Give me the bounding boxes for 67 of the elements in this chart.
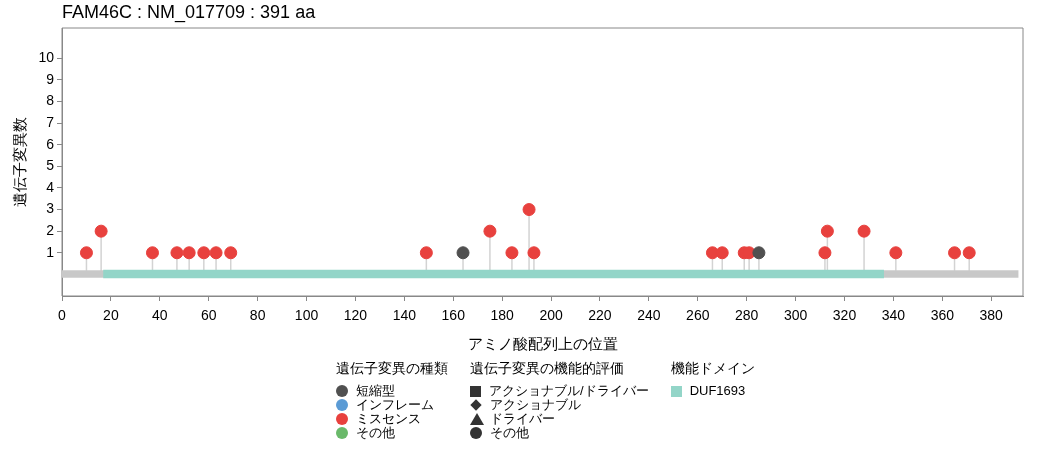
point: [752, 246, 766, 260]
point: [419, 246, 433, 260]
x-tick-label: 320: [832, 307, 857, 324]
point: [715, 246, 729, 260]
point: [483, 224, 497, 238]
point: [948, 246, 962, 260]
x-tick-label: 260: [686, 307, 710, 324]
legend-title: 機能ドメイン: [670, 360, 755, 378]
x-tick-label: 60: [200, 307, 217, 324]
point: [182, 246, 196, 260]
legend-label: ミスセンス: [355, 411, 422, 426]
point: [224, 246, 238, 260]
legend-label: アクショナブル: [489, 397, 582, 412]
x-tick-label: 200: [539, 307, 563, 324]
x-tick-label: 100: [294, 307, 319, 324]
x-tick-label: 120: [343, 307, 368, 324]
point: [79, 246, 93, 260]
x-tick-label: 180: [490, 307, 515, 324]
x-tick-label: 340: [881, 307, 906, 324]
point: [522, 203, 536, 217]
x-tick-label: 380: [979, 307, 1004, 324]
x-tick-label: 280: [735, 307, 759, 324]
point: [94, 224, 108, 238]
y-axis-title: 遺伝子変異数: [11, 117, 29, 207]
point: [170, 246, 184, 260]
y-tick-label: 3: [46, 200, 55, 217]
point: [209, 246, 223, 260]
y-tick-label: 8: [46, 92, 55, 109]
x-tick-label: 220: [588, 307, 612, 324]
legend-label: DUF1693: [688, 383, 747, 398]
y-tick-label: 5: [46, 157, 55, 174]
y-tick-label: 10: [38, 49, 55, 66]
text: 遺伝子変異の種類: [336, 360, 448, 376]
legend-label: インフレーム: [355, 397, 435, 412]
y-tick-label: 9: [46, 70, 55, 87]
point: [962, 246, 976, 260]
x-tick-label: 300: [783, 307, 808, 324]
legend-label: その他: [489, 425, 530, 440]
y-tick-label: 2: [46, 222, 55, 239]
point: [456, 246, 470, 260]
y-tick-label: 7: [46, 113, 55, 130]
legend-label: ドライバー: [489, 411, 556, 426]
legend-label: アクショナブル/ドライバー: [488, 383, 649, 398]
point: [889, 246, 903, 260]
legend-label: その他: [355, 425, 396, 440]
point: [857, 224, 871, 238]
text: 遺伝子変異の機能的評価: [470, 360, 624, 376]
point: [197, 246, 211, 260]
x-tick-label: 80: [249, 307, 266, 324]
x-tick-label: 240: [637, 307, 661, 324]
x-tick-label: 140: [392, 307, 417, 324]
legend-label: 短縮型: [355, 383, 396, 398]
x-tick-label: 20: [103, 307, 119, 324]
x-tick-label: 360: [930, 307, 955, 324]
x-axis-title: アミノ酸配列上の位置: [467, 335, 618, 353]
y-tick-label: 6: [46, 135, 55, 152]
x-tick-label: 40: [152, 307, 168, 324]
chart-title: FAM46C : NM_017709 : 391 aa: [62, 2, 316, 23]
point: [820, 224, 834, 238]
point: [527, 246, 541, 260]
y-tick-label: 1: [46, 243, 55, 260]
x-tick-label: 0: [58, 307, 67, 324]
y-tick-label: 4: [46, 178, 55, 195]
point: [145, 246, 159, 260]
point: [505, 246, 519, 260]
x-tick-label: 160: [441, 307, 466, 324]
point: [818, 246, 832, 260]
